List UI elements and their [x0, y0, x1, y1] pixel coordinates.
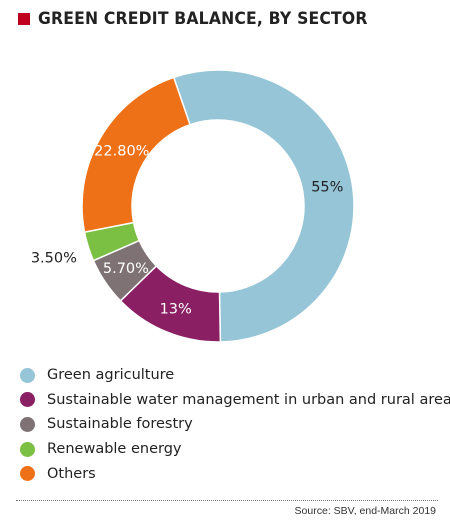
data-label-sustainable-water-management-in-urban-and-rural-areas: 13%: [160, 302, 192, 318]
chart-title: GREEN CREDIT BALANCE, BY SECTOR: [38, 9, 368, 29]
legend-label: Green agriculture: [47, 367, 175, 384]
slice-others: [81, 76, 191, 234]
source-note: Source: SBV, end-March 2019: [294, 505, 436, 517]
data-label-green-agriculture: 55%: [311, 180, 343, 196]
legend-label: Others: [47, 465, 96, 482]
chart-header: GREEN CREDIT BALANCE, BY SECTOR: [18, 9, 396, 29]
legend-item-green-agriculture: Green agriculture: [20, 363, 450, 388]
title-marker: [18, 13, 30, 25]
legend-swatch: [20, 441, 35, 457]
legend-label: Sustainable forestry: [47, 416, 193, 433]
legend-item-sustainable-water-management-in-urban-and-rural-areas: Sustainable water management in urban an…: [20, 388, 450, 413]
legend-swatch: [20, 392, 35, 408]
data-label-others: 22.80%: [94, 144, 149, 160]
legend-swatch: [20, 367, 35, 383]
donut-chart: 55% 13% 5.70% 3.50% 22.80%: [31, 69, 355, 343]
chart-legend: Green agriculture Sustainable water manag…: [20, 363, 450, 486]
legend-swatch: [20, 416, 35, 432]
legend-item-others: Others: [20, 461, 450, 486]
legend-label: Renewable energy: [47, 441, 182, 458]
legend-label: Sustainable water management in urban an…: [47, 391, 450, 408]
legend-item-renewable-energy: Renewable energy: [20, 437, 450, 462]
data-label-sustainable-forestry: 5.70%: [103, 261, 149, 277]
legend-swatch: [20, 466, 35, 482]
footer-divider: [16, 500, 438, 501]
data-label-renewable-energy: 3.50%: [31, 250, 77, 266]
slice-green-agriculture: [172, 69, 355, 343]
legend-item-sustainable-forestry: Sustainable forestry: [20, 412, 450, 437]
